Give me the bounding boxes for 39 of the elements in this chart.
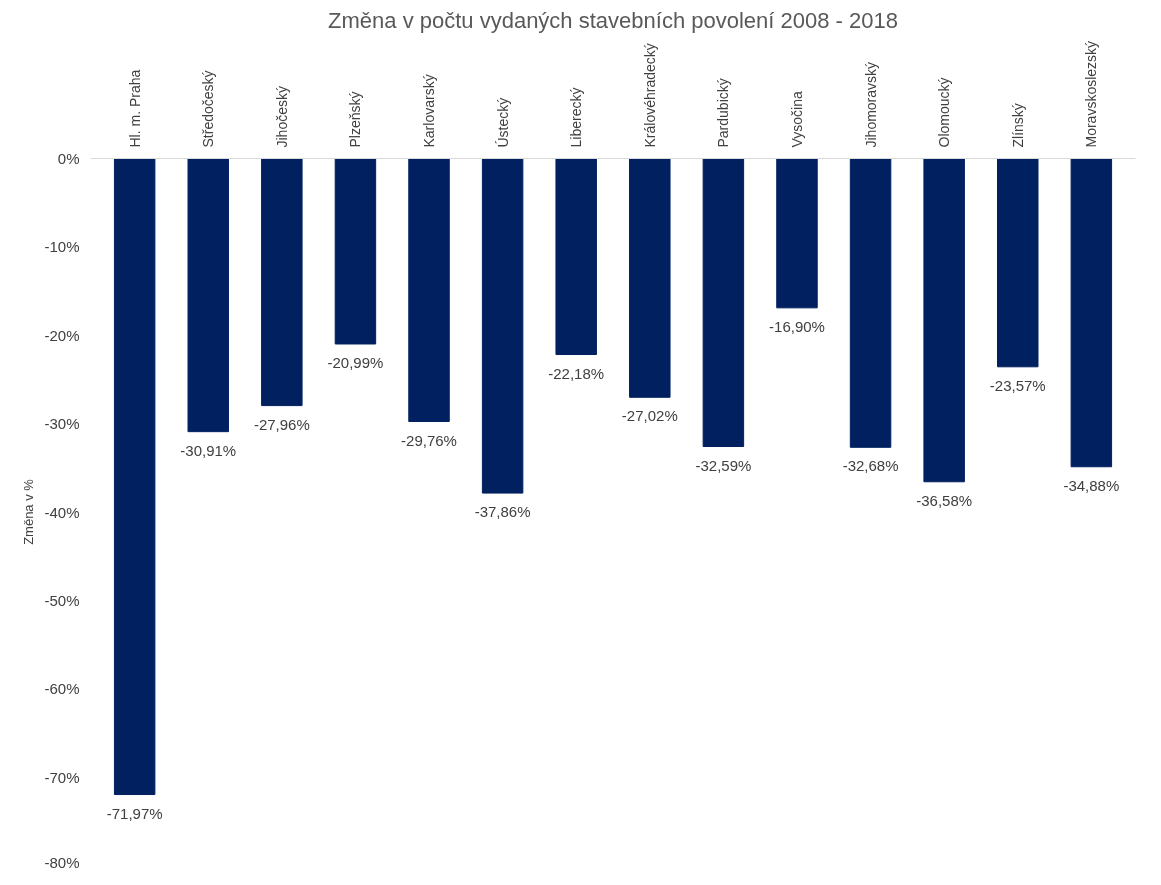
- data-label: -30,91%: [180, 441, 237, 459]
- data-label: -37,86%: [474, 503, 531, 521]
- x-tick-label: Plzeňský: [347, 91, 364, 148]
- y-tick-label: -40%: [44, 503, 80, 521]
- data-label: -20,99%: [327, 354, 384, 371]
- data-label: -29,76%: [401, 431, 457, 449]
- x-tick-label: Moravskoslezský: [1083, 40, 1100, 148]
- y-tick-label: -50%: [44, 591, 80, 609]
- x-tick-label: Olomoucký: [936, 77, 953, 148]
- x-tick-label: Zlínský: [1009, 103, 1026, 148]
- data-label: -71,97%: [106, 804, 163, 822]
- x-tick-label: Ústecký: [494, 97, 511, 148]
- x-tick-label: Jihomoravský: [862, 61, 879, 148]
- data-label: -32,68%: [842, 457, 899, 475]
- y-tick-label: -60%: [44, 680, 80, 698]
- data-label: -34,88%: [1063, 476, 1120, 494]
- y-tick-label: -30%: [44, 415, 80, 433]
- x-tick-label: Liberecký: [568, 87, 585, 148]
- x-tick-label: Jihočeský: [273, 86, 290, 148]
- x-tick-label: Hl. m. Praha: [126, 69, 143, 148]
- chart-title: Změna v počtu vydaných stavebních povolení 2008 - 2018: [328, 7, 898, 33]
- data-label: -32,59%: [695, 456, 752, 474]
- x-tick-label: Vysočina: [788, 91, 805, 148]
- y-tick-label: 0%: [57, 150, 80, 167]
- y-axis-title: Změna v %: [21, 478, 37, 545]
- x-tick-label: Pardubický: [715, 78, 732, 148]
- x-tick-label: Karlovarský: [421, 74, 438, 148]
- y-tick-label: -20%: [44, 326, 80, 344]
- x-tick-label: Středočeský: [200, 70, 217, 148]
- data-label: -27,02%: [621, 407, 678, 425]
- y-tick-label: -10%: [44, 238, 80, 256]
- data-label: -36,58%: [916, 491, 973, 509]
- data-label: -27,96%: [253, 415, 310, 433]
- data-label: -23,57%: [989, 376, 1046, 394]
- x-tick-label: Královéhradecký: [641, 43, 658, 148]
- data-label: -16,90%: [769, 317, 825, 335]
- y-tick-label: -80%: [44, 853, 80, 871]
- y-tick-label: -70%: [44, 768, 80, 786]
- data-label: -22,18%: [548, 364, 605, 382]
